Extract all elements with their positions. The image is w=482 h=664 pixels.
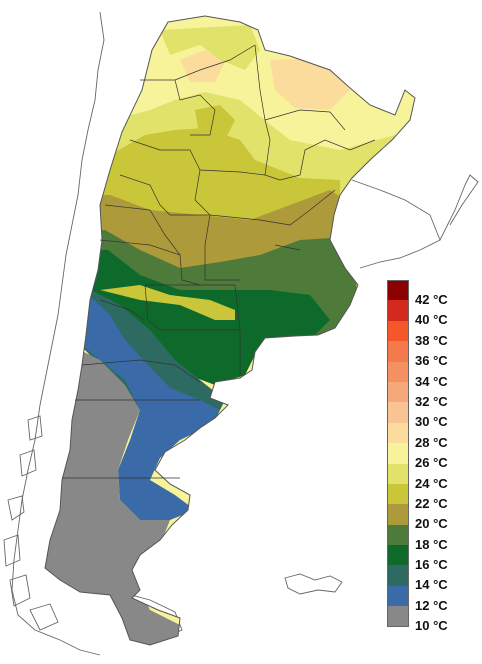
province-border xyxy=(99,239,201,286)
legend-swatch xyxy=(387,280,409,301)
legend-row: 28 °C xyxy=(387,422,477,450)
legend-row: 22 °C xyxy=(387,483,477,511)
zone-12 xyxy=(45,298,220,520)
legend-swatch xyxy=(387,524,409,546)
legend-label: 30 °C xyxy=(415,414,448,430)
province-border xyxy=(299,139,376,176)
legend-label: 20 °C xyxy=(415,516,448,532)
province-border xyxy=(274,244,301,251)
legend-swatch xyxy=(387,422,409,444)
chile-island-1 xyxy=(7,495,25,521)
legend-swatch xyxy=(387,606,409,627)
zone-28-north xyxy=(180,50,225,82)
legend-label: 12 °C xyxy=(415,597,448,613)
province-border xyxy=(99,299,146,321)
province-border xyxy=(144,284,240,331)
province-border xyxy=(199,169,266,176)
legend-row: 24 °C xyxy=(387,463,477,491)
legend-label: 40 °C xyxy=(415,312,448,328)
chile-island-2 xyxy=(3,534,21,567)
zone-22-spot xyxy=(195,105,235,140)
province-border xyxy=(119,174,240,281)
legend-label: 26 °C xyxy=(415,455,448,471)
legend-label: 10 °C xyxy=(415,618,448,634)
province-borders xyxy=(62,44,376,479)
legend-row: 12 °C xyxy=(387,585,477,613)
neighbour-outlines xyxy=(3,11,479,656)
legend-label: 38 °C xyxy=(415,332,448,348)
legend-label: 42 °C xyxy=(415,292,448,307)
province-border xyxy=(81,359,201,383)
legend-row: 30 °C xyxy=(387,402,477,429)
legend-row: 40 °C xyxy=(387,300,477,327)
legend-row: 16 °C xyxy=(387,545,477,572)
legend-row: 20 °C xyxy=(387,504,477,531)
province-border xyxy=(129,139,211,216)
legend-label: 24 °C xyxy=(415,475,448,491)
color-legend: 42 °C 40 °C 38 °C 36 °C 34 °C 32 °C 30 °C 28 °C… xyxy=(387,280,477,633)
legend-label: 16 °C xyxy=(415,557,448,573)
legend-row: 34 °C xyxy=(387,361,477,389)
legend-label: 18 °C xyxy=(415,536,448,552)
legend-label: 34 °C xyxy=(415,373,448,389)
chile-island-3 xyxy=(9,574,31,607)
legend-row: 26 °C xyxy=(387,443,477,470)
legend-label: 28 °C xyxy=(415,434,448,450)
legend-swatch xyxy=(387,545,409,566)
legend-swatch xyxy=(387,483,409,505)
legend-swatch xyxy=(387,565,409,586)
province-border xyxy=(209,189,336,226)
chile-island-6 xyxy=(27,415,43,441)
legend-row: 42 °C xyxy=(387,280,477,307)
legend-swatch xyxy=(387,443,409,464)
legend-label: 22 °C xyxy=(415,495,448,511)
chile-coast-line xyxy=(11,11,105,656)
brazil-coast xyxy=(439,174,479,241)
legend-row: 18 °C xyxy=(387,524,477,552)
chile-island-5 xyxy=(19,449,37,477)
legend-swatch xyxy=(387,381,409,403)
zone-22-mid-band xyxy=(100,285,235,320)
legend-label: 14 °C xyxy=(415,577,448,593)
chile-island-4 xyxy=(29,603,59,631)
legend-row: 10 °C xyxy=(387,606,477,633)
legend-swatch xyxy=(387,585,409,607)
legend-swatch xyxy=(387,463,409,484)
legend-row: 14 °C xyxy=(387,565,477,592)
legend-swatch xyxy=(387,504,409,525)
legend-swatch xyxy=(387,402,409,423)
uruguay-outline xyxy=(351,179,441,269)
legend-label: 32 °C xyxy=(415,393,448,409)
legend-swatch xyxy=(387,320,409,342)
legend-swatch xyxy=(387,300,409,321)
province-border xyxy=(254,44,301,181)
legend-swatch xyxy=(387,341,409,362)
province-border xyxy=(264,109,346,131)
legend-row: 32 °C xyxy=(387,381,477,409)
province-border xyxy=(174,79,216,136)
legend-swatch xyxy=(387,361,409,382)
province-border xyxy=(104,204,181,256)
zone-24-north-band xyxy=(160,25,260,70)
province-border xyxy=(145,284,241,378)
legend-row: 36 °C xyxy=(387,341,477,368)
province-border xyxy=(140,44,256,81)
legend-row: 38 °C xyxy=(387,320,477,348)
falkland-islands xyxy=(284,573,343,595)
zone-28-northeast xyxy=(270,58,350,110)
legend-label: 36 °C xyxy=(415,353,448,369)
